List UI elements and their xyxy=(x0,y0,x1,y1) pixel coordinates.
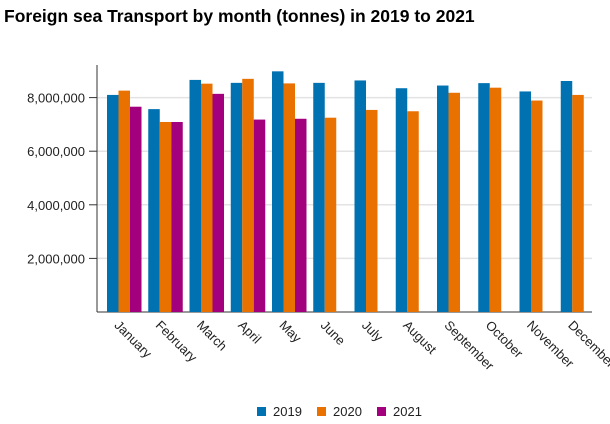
legend-label-2019: 2019 xyxy=(273,404,302,419)
bar-2020-july xyxy=(366,109,378,312)
bar-2020-january xyxy=(118,90,130,312)
bar-2019-june xyxy=(313,82,325,312)
x-tick-label: May xyxy=(277,318,305,346)
bar-2019-november xyxy=(519,91,531,312)
bar-2019-september xyxy=(437,85,449,312)
x-tick-label: April xyxy=(235,318,264,347)
bar-2020-june xyxy=(324,117,337,312)
bar-2019-december xyxy=(560,80,573,312)
x-tick-label: March xyxy=(194,318,230,354)
bar-2021-may xyxy=(295,118,307,312)
bar-2019-april xyxy=(230,82,243,312)
x-tick-label: January xyxy=(112,318,156,362)
bar-2020-december xyxy=(572,94,584,312)
bar-2020-november xyxy=(531,100,543,312)
bar-2020-february xyxy=(159,121,172,312)
legend-swatch-2020 xyxy=(317,407,326,416)
bar-2020-march xyxy=(201,83,213,312)
bar-2020-april xyxy=(242,78,254,312)
y-tick-label: 6,000,000 xyxy=(27,144,85,159)
chart-title: Foreign sea Transport by month (tonnes) … xyxy=(4,6,475,26)
bar-2020-august xyxy=(407,111,419,312)
bar-2020-may xyxy=(283,83,295,312)
x-tick-label: August xyxy=(400,318,439,357)
y-tick-label: 4,000,000 xyxy=(27,198,85,213)
bar-2021-february xyxy=(171,121,183,312)
y-tick-label: 8,000,000 xyxy=(27,91,85,106)
bar-2019-october xyxy=(478,83,490,313)
bar-2019-january xyxy=(107,94,119,312)
x-tick-label: February xyxy=(153,318,201,366)
bar-2019-may xyxy=(272,71,284,312)
bar-2019-july xyxy=(354,80,366,312)
bar-2021-january xyxy=(130,106,142,312)
bar-2019-february xyxy=(148,109,160,313)
bar-2020-october xyxy=(489,87,502,313)
legend-swatch-2021 xyxy=(377,407,386,416)
x-tick-label: June xyxy=(318,318,349,349)
bar-2020-september xyxy=(448,92,460,312)
legend-label-2020: 2020 xyxy=(333,404,362,419)
bar-2021-march xyxy=(212,93,224,313)
legend-label-2021: 2021 xyxy=(393,404,422,419)
bar-2019-march xyxy=(189,79,201,312)
legend-swatch-2019 xyxy=(257,407,266,416)
y-tick-label: 2,000,000 xyxy=(27,251,85,266)
bar-2021-april xyxy=(253,119,266,313)
x-tick-label: July xyxy=(359,318,386,345)
bar-2019-august xyxy=(395,88,408,312)
